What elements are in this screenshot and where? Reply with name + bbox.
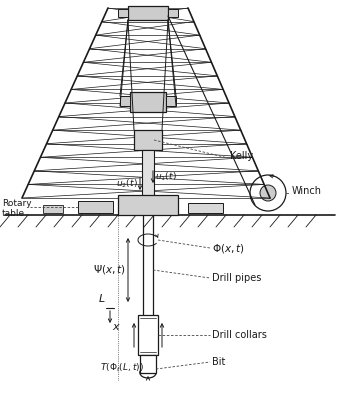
Bar: [130, 92, 166, 112]
Text: $\Psi(x,t)$: $\Psi(x,t)$: [93, 264, 126, 276]
Text: $u_1(t)$: $u_1(t)$: [155, 171, 177, 183]
Text: $u_2(t)$: $u_2(t)$: [116, 178, 138, 190]
Bar: [166, 96, 176, 106]
Text: $\Phi(x,t)$: $\Phi(x,t)$: [212, 241, 245, 255]
Bar: [140, 355, 156, 373]
Text: Drill collars: Drill collars: [212, 330, 267, 340]
Text: Rotary
table: Rotary table: [2, 199, 31, 218]
Text: Drill pipes: Drill pipes: [212, 273, 261, 283]
Bar: [118, 195, 178, 215]
Bar: [78, 201, 113, 213]
Text: $T(\Phi_t(L,t))$: $T(\Phi_t(L,t))$: [100, 362, 144, 374]
Circle shape: [141, 95, 155, 109]
Bar: [134, 130, 162, 150]
Circle shape: [250, 175, 286, 211]
Bar: [43, 205, 63, 213]
Bar: [128, 6, 168, 20]
Text: Winch: Winch: [292, 186, 322, 196]
Bar: [138, 315, 158, 355]
Ellipse shape: [140, 368, 156, 378]
Bar: [168, 9, 178, 17]
Bar: [188, 203, 223, 213]
Bar: [142, 150, 154, 210]
Text: Bit: Bit: [212, 357, 225, 367]
Bar: [118, 9, 128, 17]
Text: $L$: $L$: [98, 292, 106, 304]
Text: Kelly: Kelly: [230, 151, 253, 161]
Wedge shape: [140, 365, 156, 373]
Text: $x$: $x$: [112, 322, 121, 332]
Circle shape: [260, 185, 276, 201]
Circle shape: [143, 10, 153, 20]
Bar: [120, 96, 130, 106]
